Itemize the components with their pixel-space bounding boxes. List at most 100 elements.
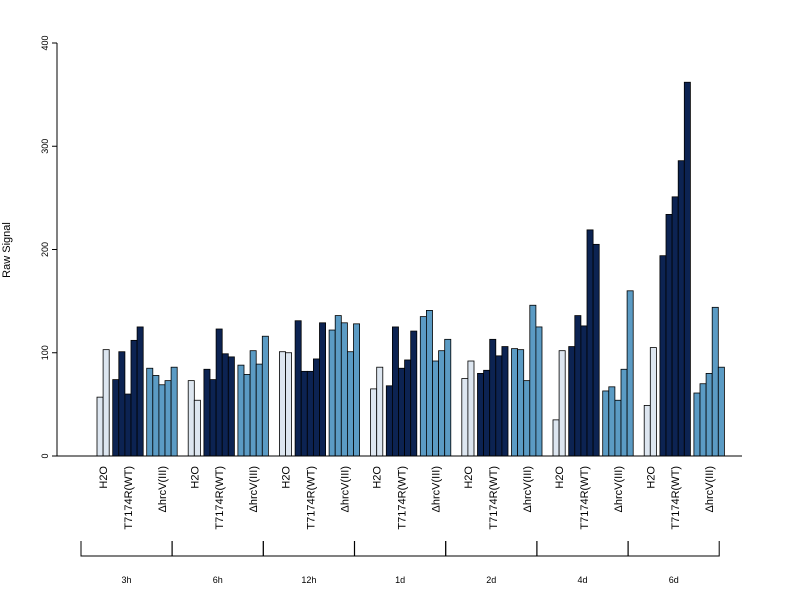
bar <box>294 320 302 457</box>
bar <box>483 369 491 457</box>
category-label: T7174R(WT) <box>305 466 317 530</box>
bar <box>511 348 518 457</box>
time-group-bracket <box>354 541 447 557</box>
bar <box>425 310 433 457</box>
bar <box>404 359 412 457</box>
bar <box>353 323 360 457</box>
bar <box>477 372 484 457</box>
bar <box>608 386 616 457</box>
bar <box>158 384 166 457</box>
bar <box>370 388 378 457</box>
bar <box>432 360 439 457</box>
time-group-label: 12h <box>301 575 316 585</box>
bar <box>278 351 286 457</box>
category-label: T7174R(WT) <box>488 466 500 530</box>
category-label: H2O <box>554 466 566 489</box>
time-group-label: 2d <box>486 575 496 585</box>
category-label: ΔhrcV(III) <box>431 466 443 512</box>
bar <box>376 366 384 457</box>
bar <box>346 351 354 457</box>
y-tick-label: 200 <box>40 242 50 257</box>
bar <box>683 81 691 457</box>
time-group-bracket <box>627 541 720 557</box>
bar <box>130 339 138 457</box>
bar <box>552 419 560 457</box>
y-tick-label: 100 <box>40 345 50 360</box>
bar <box>319 322 326 457</box>
bar <box>523 380 531 457</box>
bar <box>592 243 600 457</box>
bar <box>711 306 719 457</box>
time-group-bracket <box>262 541 355 557</box>
bar <box>102 349 110 457</box>
bar <box>261 335 269 457</box>
bar <box>665 213 673 457</box>
bar <box>643 405 651 457</box>
bar <box>227 356 235 457</box>
bar <box>677 160 685 457</box>
bar <box>152 375 160 457</box>
bar <box>187 380 195 457</box>
bar <box>489 338 497 457</box>
category-labels: H2O T7174R(WT) ΔhrcV(III) H2O T7174R(WT) Δhrc… <box>98 466 716 530</box>
bar <box>495 355 503 457</box>
y-axis-title: Raw Signal <box>1 222 13 278</box>
bar <box>193 399 201 457</box>
bar <box>467 360 475 457</box>
bar <box>398 367 405 457</box>
bar <box>221 353 229 457</box>
bar <box>529 304 537 457</box>
bar <box>249 350 257 457</box>
time-group-label: 3h <box>121 575 131 585</box>
time-group-brackets: 3h 6h 12h 1d 2d 4d 6d <box>80 541 720 585</box>
bar <box>209 379 217 457</box>
category-label: ΔhrcV(III) <box>157 466 169 512</box>
category-label: H2O <box>372 466 384 489</box>
bar <box>285 352 292 457</box>
bar <box>136 326 144 457</box>
bar <box>306 370 314 457</box>
bar <box>461 378 469 457</box>
category-label: ΔhrcV(III) <box>522 466 534 512</box>
bar <box>419 316 427 457</box>
bar <box>255 363 263 457</box>
bar <box>312 358 320 457</box>
bar <box>574 315 582 457</box>
category-label: T7174R(WT) <box>123 466 135 530</box>
category-label: H2O <box>281 466 293 489</box>
category-label: T7174R(WT) <box>579 466 591 530</box>
bar <box>693 392 701 457</box>
bar <box>96 396 104 457</box>
category-label: H2O <box>98 466 110 489</box>
bar <box>237 364 245 457</box>
bar <box>649 347 657 457</box>
bar <box>124 393 132 457</box>
y-tick-label: 0 <box>40 453 50 458</box>
time-group-label: 6h <box>213 575 223 585</box>
bar <box>614 399 622 457</box>
y-tick-label: 300 <box>40 139 50 154</box>
category-label: ΔhrcV(III) <box>704 466 716 512</box>
time-group-bracket <box>536 541 629 557</box>
category-label: ΔhrcV(III) <box>613 466 625 512</box>
bar <box>112 379 120 457</box>
bar <box>243 374 251 457</box>
bar <box>626 290 634 457</box>
category-label: ΔhrcV(III) <box>339 466 351 512</box>
bar <box>385 385 393 457</box>
bar <box>580 325 588 457</box>
bar <box>215 328 223 457</box>
bar <box>328 329 336 457</box>
bar <box>300 370 308 457</box>
bar <box>146 367 154 457</box>
category-label: T7174R(WT) <box>397 466 409 530</box>
category-label: T7174R(WT) <box>214 466 226 530</box>
bar <box>671 196 679 457</box>
bar <box>586 229 594 457</box>
bar <box>717 366 725 457</box>
bar <box>501 346 509 457</box>
bar <box>340 322 348 457</box>
bars <box>96 81 725 457</box>
bar <box>334 315 342 457</box>
bar <box>203 368 211 457</box>
